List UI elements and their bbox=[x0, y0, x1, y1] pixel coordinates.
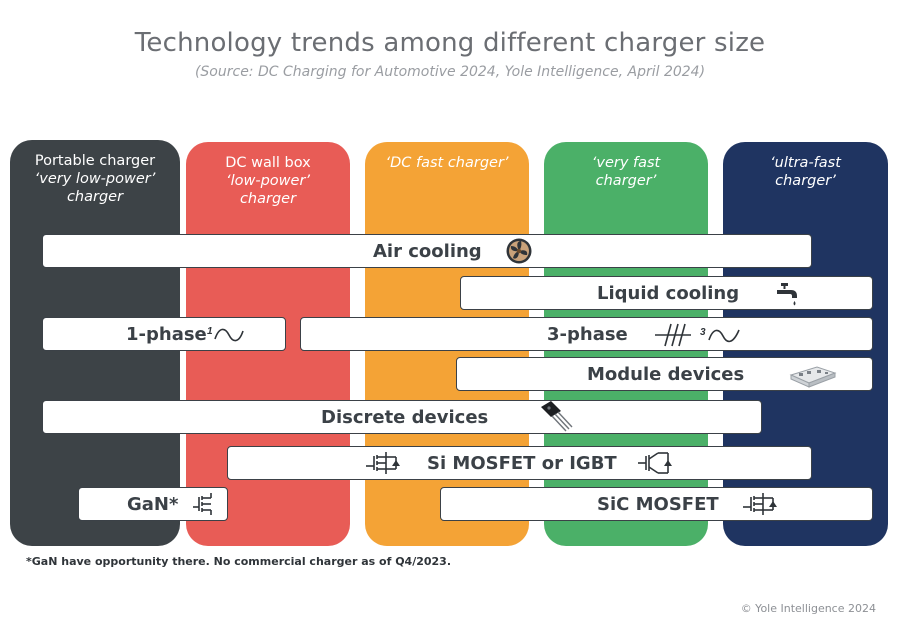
one-phase-bar: 1-phase 1 bbox=[42, 317, 286, 351]
discrete-devices-bar: Discrete devices bbox=[42, 400, 762, 434]
water-tap-icon bbox=[777, 283, 797, 306]
diagram-title: Technology trends among different charge… bbox=[134, 28, 766, 58]
module-devices-bar: Module devices bbox=[456, 357, 873, 391]
column-subtitle: ‘ultra-fast charger’ bbox=[770, 155, 841, 189]
mosfet-symbol-icon bbox=[366, 452, 400, 474]
three-phase-count: 3 bbox=[700, 327, 706, 338]
liquid-cooling-label: Liquid cooling bbox=[597, 283, 740, 304]
mosfet-symbol-icon bbox=[743, 493, 777, 515]
sic-mosfet-label: SiC MOSFET bbox=[597, 494, 719, 515]
mosfet-symbol-icon bbox=[193, 493, 212, 515]
column-title: Portable charger bbox=[34, 153, 156, 169]
copyright: © Yole Intelligence 2024 bbox=[740, 602, 876, 615]
column-heading: DC wall box ‘low-power’ charger bbox=[186, 154, 350, 208]
column-subtitle: ‘low-power’ charger bbox=[225, 173, 311, 207]
diagram-subtitle: (Source: DC Charging for Automotive 2024… bbox=[194, 64, 706, 80]
column-subtitle: ‘DC fast charger’ bbox=[385, 155, 509, 171]
discrete-transistor-icon bbox=[541, 401, 573, 432]
column-heading: ‘ultra-fast charger’ bbox=[723, 154, 888, 190]
column-title: DC wall box bbox=[225, 155, 311, 171]
column-subtitle: ‘very low-power’ charger bbox=[34, 171, 156, 205]
column-heading: ‘very fast charger’ bbox=[544, 154, 708, 190]
air-cooling-bar: Air cooling bbox=[42, 234, 812, 268]
gan-bar: GaN* bbox=[78, 487, 228, 521]
footnote: *GaN have opportunity there. No commerci… bbox=[26, 555, 452, 568]
si-mosfet-igbt-label: Si MOSFET or IGBT bbox=[427, 453, 617, 474]
igbt-symbol-icon bbox=[638, 452, 672, 474]
column-heading: ‘DC fast charger’ bbox=[365, 154, 529, 172]
air-cooling-label: Air cooling bbox=[373, 241, 482, 262]
si-mosfet-igbt-bar: Si MOSFET or IGBT bbox=[227, 446, 812, 480]
single-phase-icon bbox=[214, 328, 244, 342]
three-phase-label: 3-phase bbox=[547, 324, 628, 345]
module-devices-label: Module devices bbox=[587, 364, 745, 385]
single-phase-count: 1 bbox=[207, 326, 213, 337]
column-subtitle: ‘very fast charger’ bbox=[591, 155, 661, 189]
sic-mosfet-bar: SiC MOSFET bbox=[440, 487, 873, 521]
gan-label: GaN* bbox=[127, 494, 179, 515]
liquid-cooling-bar: Liquid cooling bbox=[460, 276, 873, 310]
column-heading: Portable charger ‘very low-power’ charge… bbox=[10, 152, 180, 206]
three-phase-icon bbox=[655, 323, 740, 347]
discrete-devices-label: Discrete devices bbox=[321, 407, 489, 428]
power-module-icon bbox=[789, 366, 837, 388]
fan-icon bbox=[506, 238, 532, 264]
one-phase-label: 1-phase bbox=[126, 324, 207, 345]
three-phase-bar: 3-phase 3 bbox=[300, 317, 873, 351]
